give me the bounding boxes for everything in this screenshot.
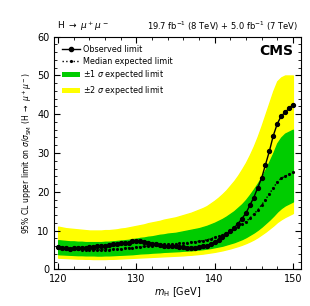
Y-axis label: 95% CL upper limit on $\sigma/\sigma_{\rm SM}$ (H $\rightarrow$ $\mu^+\mu^-$): 95% CL upper limit on $\sigma/\sigma_{\r… (20, 72, 34, 234)
Text: CMS: CMS (259, 44, 293, 58)
Text: 19.7 fb$^{-1}$ (8 TeV) + 5.0 fb$^{-1}$ (7 TeV): 19.7 fb$^{-1}$ (8 TeV) + 5.0 fb$^{-1}$ (… (147, 20, 298, 33)
X-axis label: $m_{\rm H}$ [GeV]: $m_{\rm H}$ [GeV] (154, 285, 201, 299)
Legend: Observed limit, Median expected limit, $\pm$1 $\sigma$ expected limit, $\pm$2 $\: Observed limit, Median expected limit, $… (61, 43, 175, 99)
Text: H $\rightarrow$ $\mu^+\mu^-$: H $\rightarrow$ $\mu^+\mu^-$ (57, 20, 108, 33)
